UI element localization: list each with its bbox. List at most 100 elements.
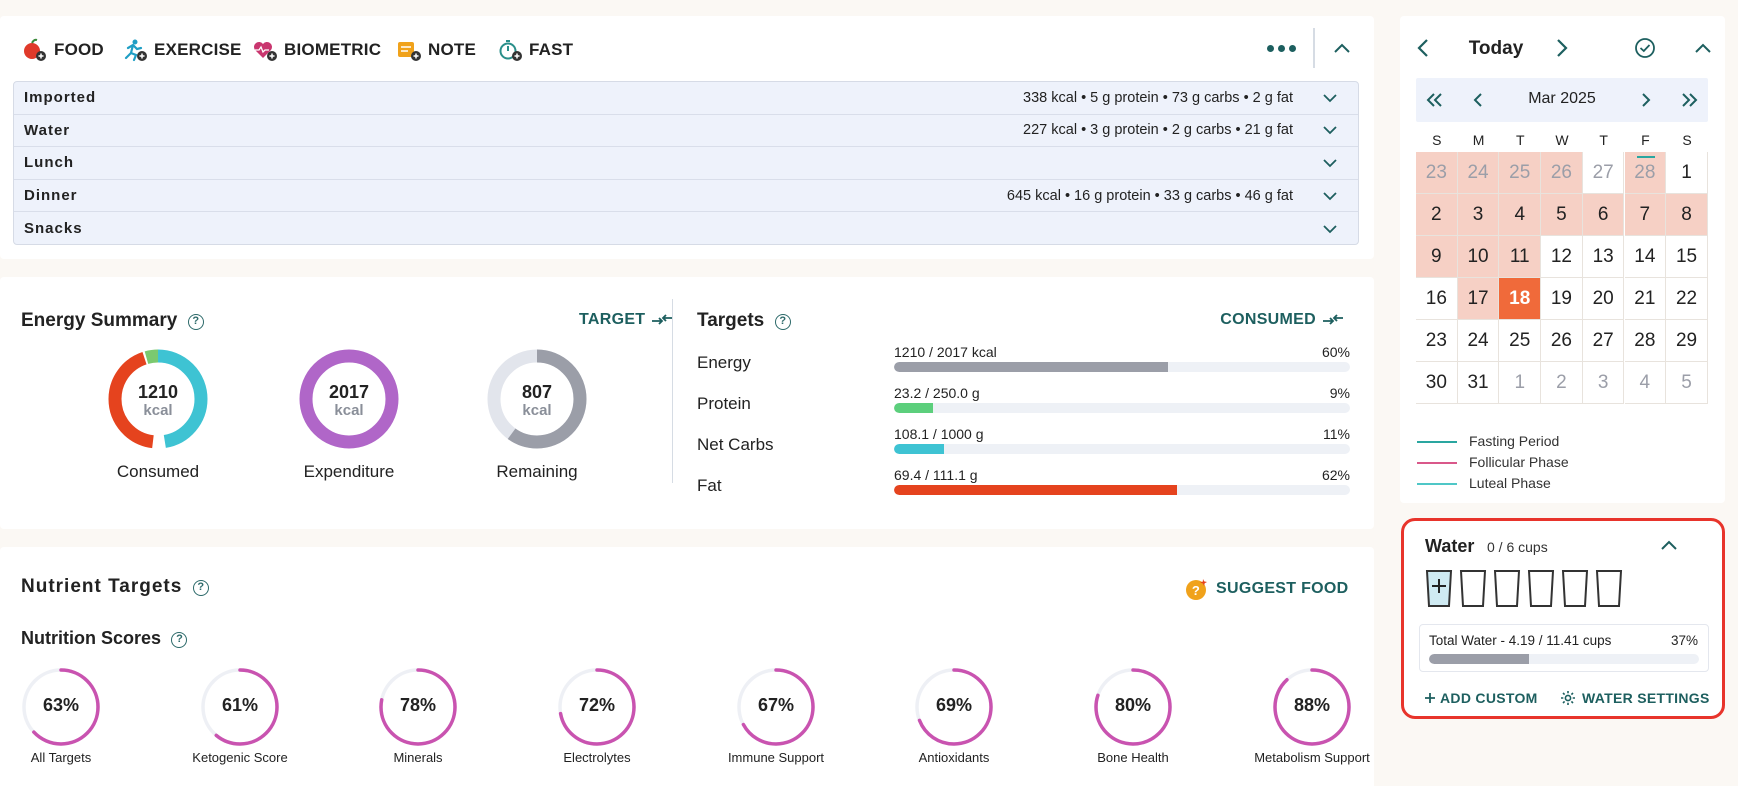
calendar-day[interactable]: 7 — [1624, 194, 1667, 236]
target-progress-bar — [894, 485, 1350, 495]
empty-cup-icon[interactable] — [1595, 569, 1623, 609]
calendar-day[interactable]: 10 — [1457, 236, 1500, 278]
chevron-down-icon[interactable] — [1322, 191, 1338, 201]
calendar-day[interactable]: 5 — [1541, 194, 1583, 236]
add-cup-button[interactable] — [1425, 569, 1453, 609]
calendar-day[interactable]: 14 — [1624, 236, 1667, 278]
meal-summary: 645 kcal • 16 g protein • 33 g carbs • 4… — [1006, 187, 1293, 204]
calendar-day[interactable]: 25 — [1499, 152, 1542, 194]
calendar-day[interactable]: 27 — [1582, 320, 1625, 362]
help-icon[interactable]: ? — [774, 313, 791, 330]
calendar-day[interactable]: 28 — [1624, 320, 1667, 362]
calendar-day[interactable]: 6 — [1582, 194, 1625, 236]
calendar-day[interactable]: 12 — [1541, 236, 1583, 278]
next-day-icon[interactable] — [1556, 38, 1568, 58]
calendar-day[interactable]: 23 — [1416, 320, 1458, 362]
calendar-day[interactable]: 4 — [1624, 362, 1667, 404]
calendar-day[interactable]: 31 — [1457, 362, 1500, 404]
consumed-toggle-button[interactable]: CONSUMED — [1220, 311, 1344, 329]
add-note-button[interactable]: NOTE — [396, 38, 476, 62]
calendar-day[interactable]: 2 — [1416, 194, 1458, 236]
previous-year-icon[interactable] — [1426, 92, 1444, 108]
calendar-day[interactable]: 29 — [1666, 320, 1708, 362]
empty-cup-icon[interactable] — [1459, 569, 1487, 609]
calendar-day[interactable]: 19 — [1541, 278, 1583, 320]
collapse-chevron-up-icon[interactable] — [1660, 539, 1678, 551]
help-icon[interactable]: ? — [171, 631, 188, 648]
score-percent: 69% — [935, 695, 973, 715]
previous-day-icon[interactable] — [1417, 38, 1429, 58]
nutrient-targets-heading: Nutrient Targets ? — [21, 576, 209, 598]
calendar-day[interactable]: 20 — [1582, 278, 1625, 320]
help-icon[interactable]: ? — [192, 579, 209, 596]
suggest-food-button[interactable]: ? SUGGEST FOOD — [1184, 577, 1349, 601]
score-percent: 72% — [578, 695, 616, 715]
meal-row-snacks[interactable]: Snacks — [14, 212, 1358, 244]
stopwatch-add-icon — [499, 40, 522, 61]
section-divider — [672, 299, 673, 483]
calendar-day[interactable]: 15 — [1666, 236, 1708, 278]
calendar-day[interactable]: 18 — [1499, 278, 1542, 320]
add-exercise-button[interactable]: EXERCISE — [122, 38, 242, 62]
calendar-day[interactable]: 30 — [1416, 362, 1458, 404]
more-options-button[interactable] — [1267, 45, 1296, 52]
meal-row-lunch[interactable]: Lunch — [14, 147, 1358, 180]
calendar-day[interactable]: 1 — [1666, 152, 1708, 194]
empty-cup-icon[interactable] — [1527, 569, 1555, 609]
add-food-button[interactable]: FOOD — [22, 38, 104, 62]
month-label[interactable]: Mar 2025 — [1528, 90, 1596, 107]
add-biometric-button[interactable]: BIOMETRIC — [252, 38, 381, 62]
calendar-day[interactable]: 11 — [1499, 236, 1542, 278]
svg-text:?: ? — [1192, 583, 1200, 598]
meal-row-imported[interactable]: Imported 338 kcal • 5 g protein • 73 g c… — [14, 82, 1358, 115]
nutrition-scores-title: Nutrition Scores — [21, 628, 162, 648]
add-fast-button[interactable]: FAST — [497, 38, 573, 62]
calendar-day[interactable]: 2 — [1541, 362, 1583, 404]
total-water-progress-bar — [1429, 654, 1699, 664]
calendar-day[interactable]: 3 — [1457, 194, 1500, 236]
calendar-day[interactable]: 26 — [1541, 152, 1583, 194]
calendar-day[interactable]: 24 — [1457, 152, 1500, 194]
collapse-chevron-up-icon[interactable] — [1333, 42, 1351, 54]
calendar-day[interactable]: 5 — [1666, 362, 1708, 404]
calendar-day[interactable]: 16 — [1416, 278, 1458, 320]
meal-summary: 338 kcal • 5 g protein • 73 g carbs • 2 … — [1023, 89, 1293, 106]
calendar-day[interactable]: 24 — [1457, 320, 1500, 362]
chevron-down-icon[interactable] — [1322, 158, 1338, 168]
calendar-day[interactable]: 8 — [1666, 194, 1708, 236]
water-cups-count: 0 / 6 cups — [1487, 539, 1548, 555]
check-circle-icon[interactable] — [1634, 37, 1656, 59]
chevron-down-icon[interactable] — [1322, 93, 1338, 103]
calendar-day[interactable]: 22 — [1666, 278, 1708, 320]
heart-add-icon — [254, 42, 277, 61]
next-month-icon[interactable] — [1640, 92, 1652, 108]
energy-summary-heading: Energy Summary ? — [21, 310, 204, 332]
calendar-day[interactable]: 23 — [1416, 152, 1458, 194]
add-custom-button[interactable]: ADD CUSTOM — [1424, 690, 1538, 706]
chevron-down-icon[interactable] — [1322, 224, 1338, 234]
nutrition-scores-heading: Nutrition Scores ? — [21, 628, 188, 649]
calendar-day[interactable]: 4 — [1499, 194, 1542, 236]
chevron-down-icon[interactable] — [1322, 125, 1338, 135]
calendar-day[interactable]: 9 — [1416, 236, 1458, 278]
water-settings-button[interactable]: WATER SETTINGS — [1560, 690, 1710, 706]
target-toggle-button[interactable]: TARGET — [579, 311, 673, 329]
next-year-icon[interactable] — [1680, 92, 1698, 108]
calendar-day[interactable]: 28 — [1624, 152, 1667, 194]
empty-cup-icon[interactable] — [1561, 569, 1589, 609]
collapse-chevron-up-icon[interactable] — [1694, 42, 1712, 54]
calendar-day[interactable]: 25 — [1499, 320, 1542, 362]
calendar-day[interactable]: 21 — [1624, 278, 1667, 320]
calendar-day[interactable]: 13 — [1582, 236, 1625, 278]
calendar-day[interactable]: 17 — [1457, 278, 1500, 320]
calendar-day[interactable]: 3 — [1582, 362, 1625, 404]
previous-month-icon[interactable] — [1472, 92, 1484, 108]
calendar-day[interactable]: 27 — [1582, 152, 1625, 194]
meal-row-dinner[interactable]: Dinner 645 kcal • 16 g protein • 33 g ca… — [14, 180, 1358, 213]
calendar-day[interactable]: 1 — [1499, 362, 1542, 404]
help-icon[interactable]: ? — [187, 313, 204, 330]
calendar-today-title[interactable]: Today — [1468, 38, 1524, 59]
empty-cup-icon[interactable] — [1493, 569, 1521, 609]
calendar-day[interactable]: 26 — [1541, 320, 1583, 362]
meal-row-water[interactable]: Water 227 kcal • 3 g protein • 2 g carbs… — [14, 115, 1358, 148]
